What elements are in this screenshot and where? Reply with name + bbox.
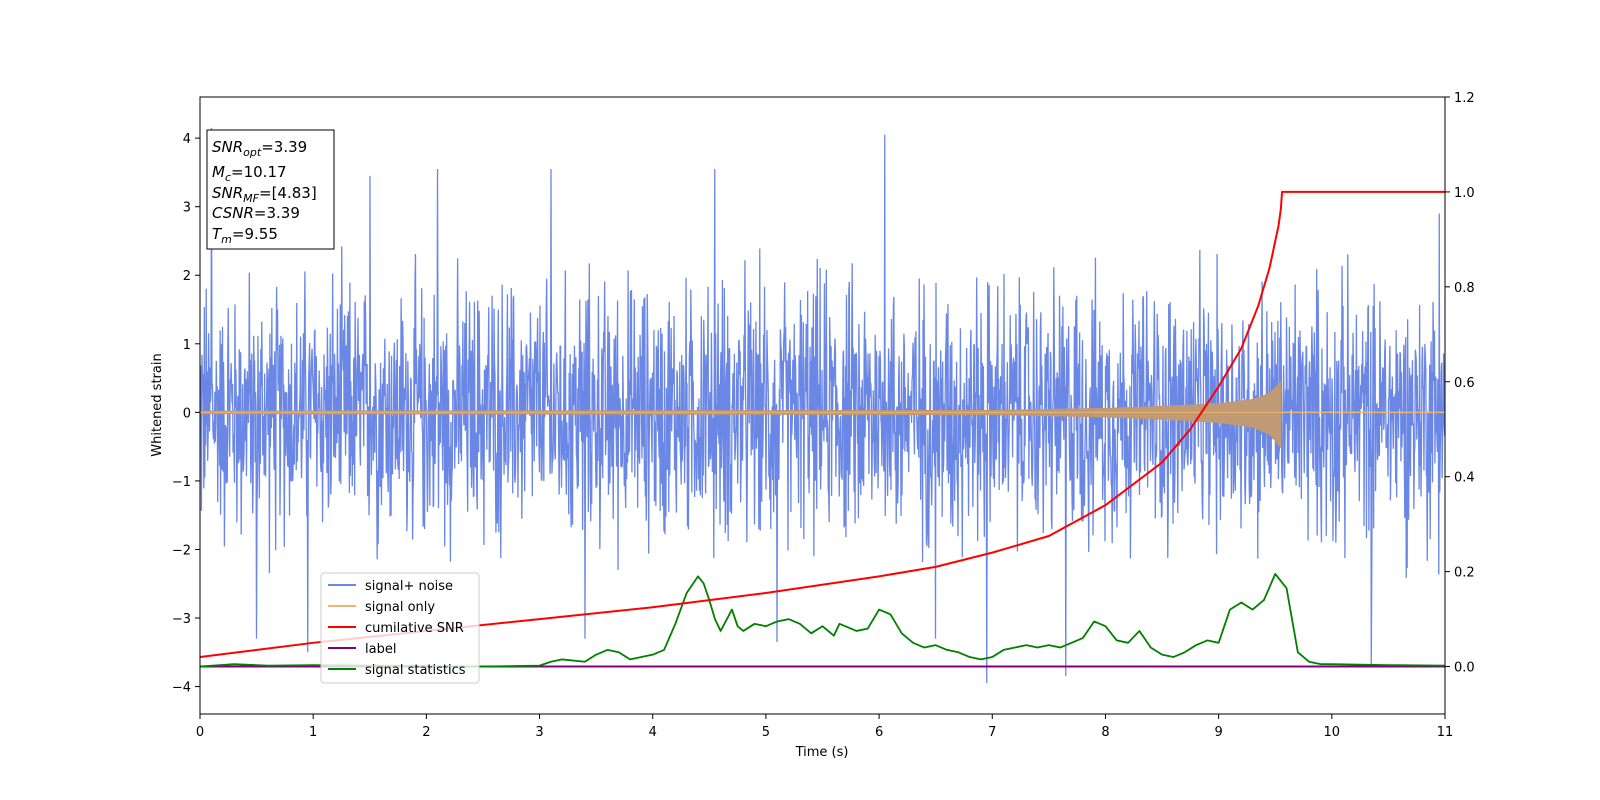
x-tick-label: 0 <box>196 725 204 740</box>
y-right-tick-label: 0.4 <box>1454 471 1475 486</box>
x-tick-label: 11 <box>1437 725 1454 740</box>
y-left-tick-label: 2 <box>183 269 191 284</box>
y-left-tick-label: −1 <box>172 475 191 490</box>
x-tick-label: 4 <box>649 725 657 740</box>
y-right-tick-label: 0.6 <box>1454 376 1475 391</box>
plot-frame <box>199 96 1446 715</box>
y-axis-label: Whitened strain <box>150 353 165 456</box>
x-tick-label: 2 <box>422 725 430 740</box>
y-right-tick-label: 0.8 <box>1454 281 1475 296</box>
plot-area <box>200 127 1445 684</box>
legend-label-stats: signal statistics <box>365 663 466 678</box>
y-right-tick-label: 1.0 <box>1454 186 1475 201</box>
x-tick-label: 3 <box>535 725 543 740</box>
legend-label-signal: signal only <box>365 600 435 615</box>
y-left-tick-label: 4 <box>183 132 191 147</box>
series-cumulative-snr <box>200 190 1445 659</box>
x-axis-label: Time (s) <box>795 745 849 760</box>
x-tick-label: 10 <box>1324 725 1341 740</box>
y-left-tick-label: 0 <box>183 406 191 421</box>
annotation-line-tm: Tm=9.55 <box>212 225 278 246</box>
legend-label-csnr: cumilative SNR <box>365 621 464 636</box>
y-right-tick-label: 0.2 <box>1454 566 1475 581</box>
x-tick-label: 1 <box>309 725 317 740</box>
y-left-tick-label: −3 <box>172 612 191 627</box>
legend: signal+ noise signal only cumilative SNR… <box>320 572 480 684</box>
y-left-tick-label: −4 <box>172 681 191 696</box>
annotation-line-snr-mf: SNRMF=[4.83] <box>212 184 317 205</box>
legend-frame <box>320 572 480 684</box>
x-tick-label: 8 <box>1101 725 1109 740</box>
y-left-tick-label: −2 <box>172 543 191 558</box>
y-right-tick-label: 1.2 <box>1454 91 1475 106</box>
annotation-box: SNRopt=3.39 Mc=10.17 SNRMF=[4.83] CSNR=3… <box>206 129 335 250</box>
x-tick-label: 5 <box>762 725 770 740</box>
series-signal-noise <box>200 127 1445 684</box>
x-tick-label: 6 <box>875 725 883 740</box>
legend-label-noise: signal+ noise <box>365 579 453 594</box>
annotation-line-snr-opt: SNRopt=3.39 <box>212 138 307 159</box>
series-signal-only-band <box>200 380 1282 449</box>
x-tick-label: 7 <box>988 725 996 740</box>
axes: 0 1 2 3 4 5 6 7 8 9 10 11 −4 −3 −2 −1 0 1 2 3 4 0.0 0.2 0.4 0.6 0… <box>172 91 1475 740</box>
annotation-frame <box>206 129 335 250</box>
annotation-line-mc: Mc=10.17 <box>212 163 287 184</box>
y-right-tick-label: 0.0 <box>1454 661 1475 676</box>
series-signal-statistics <box>200 573 1445 668</box>
x-tick-label: 9 <box>1214 725 1222 740</box>
y-left-tick-label: 3 <box>183 201 191 216</box>
legend-label-label: label <box>365 642 396 657</box>
y-left-tick-label: 1 <box>183 338 191 353</box>
annotation-line-csnr: CSNR=3.39 <box>212 204 300 222</box>
